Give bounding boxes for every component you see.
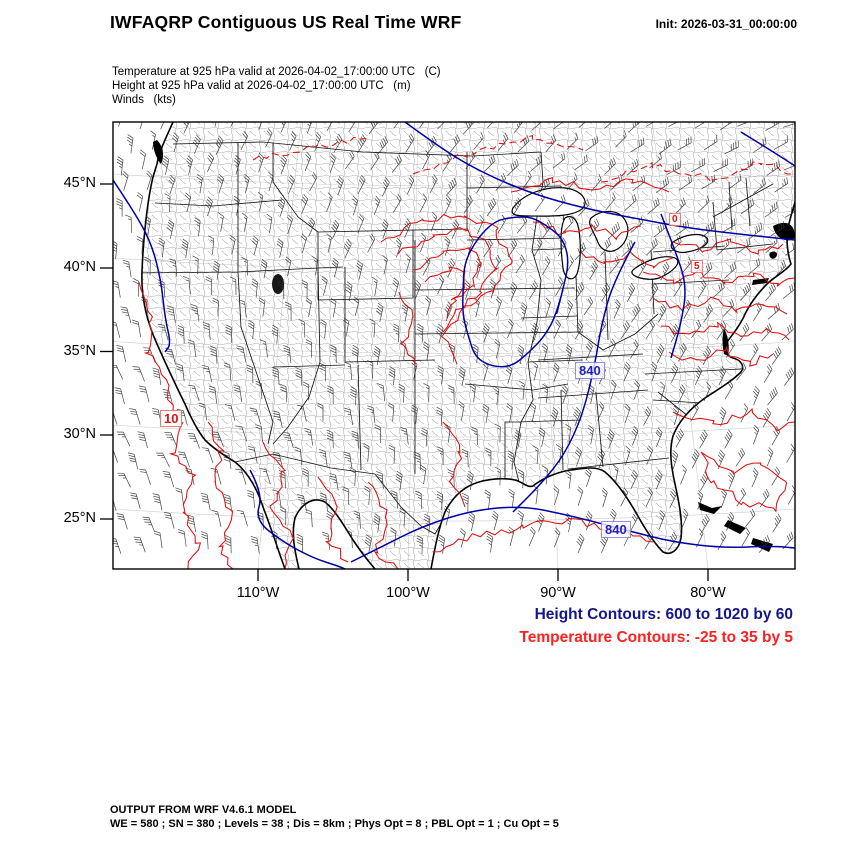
subtitle-height: Height at 925 hPa valid at 2026-04-02_17… xyxy=(112,80,411,92)
subtitle-winds: Winds (kts) xyxy=(112,94,176,106)
lat-label-40n: 40°N xyxy=(63,259,96,275)
lon-label-90w: 90°W xyxy=(540,585,576,601)
lat-label-35n: 35°N xyxy=(63,343,96,359)
height-contours xyxy=(113,122,795,569)
height-contour-label-840-a: 840 xyxy=(575,362,605,379)
map-frame xyxy=(112,121,796,570)
map-plot-area: 840 840 10 0 5 xyxy=(100,121,796,581)
weather-map-canvas xyxy=(100,121,796,581)
temperature-contours xyxy=(138,134,795,569)
state-borders xyxy=(141,141,774,535)
figure-title: IWFAQRP Contiguous US Real Time WRF xyxy=(110,12,462,32)
lon-label-100w: 100°W xyxy=(386,585,430,601)
county-boundaries-texture xyxy=(141,122,795,569)
legend-height-contours: Height Contours: 600 to 1020 by 60 xyxy=(534,606,793,623)
lat-label-25n: 25°N xyxy=(63,510,96,526)
lat-label-30n: 30°N xyxy=(63,426,96,442)
subtitle-temperature: Temperature at 925 hPa valid at 2026-04-… xyxy=(112,66,441,78)
footer-params-line: WE = 580 ; SN = 380 ; Levels = 38 ; Dis … xyxy=(110,818,559,830)
temp-contour-label-10: 10 xyxy=(160,410,183,427)
lon-label-110w: 110°W xyxy=(236,585,280,601)
lat-label-45n: 45°N xyxy=(63,175,96,191)
height-contour-closed-low xyxy=(462,216,569,368)
init-timestamp: Init: 2026-03-31_00:00:00 xyxy=(655,17,797,31)
temp-contour-label-0: 0 xyxy=(669,213,681,226)
axis-tick-marks xyxy=(100,183,709,581)
legend-temperature-contours: Temperature Contours: -25 to 35 by 5 xyxy=(519,629,793,646)
footer-model-line: OUTPUT FROM WRF V4.6.1 MODEL xyxy=(110,804,297,816)
lon-label-80w: 80°W xyxy=(690,585,726,601)
height-contour-label-840-b: 840 xyxy=(601,521,631,538)
coastline xyxy=(141,122,795,569)
temp-contour-label-5: 5 xyxy=(691,260,703,273)
